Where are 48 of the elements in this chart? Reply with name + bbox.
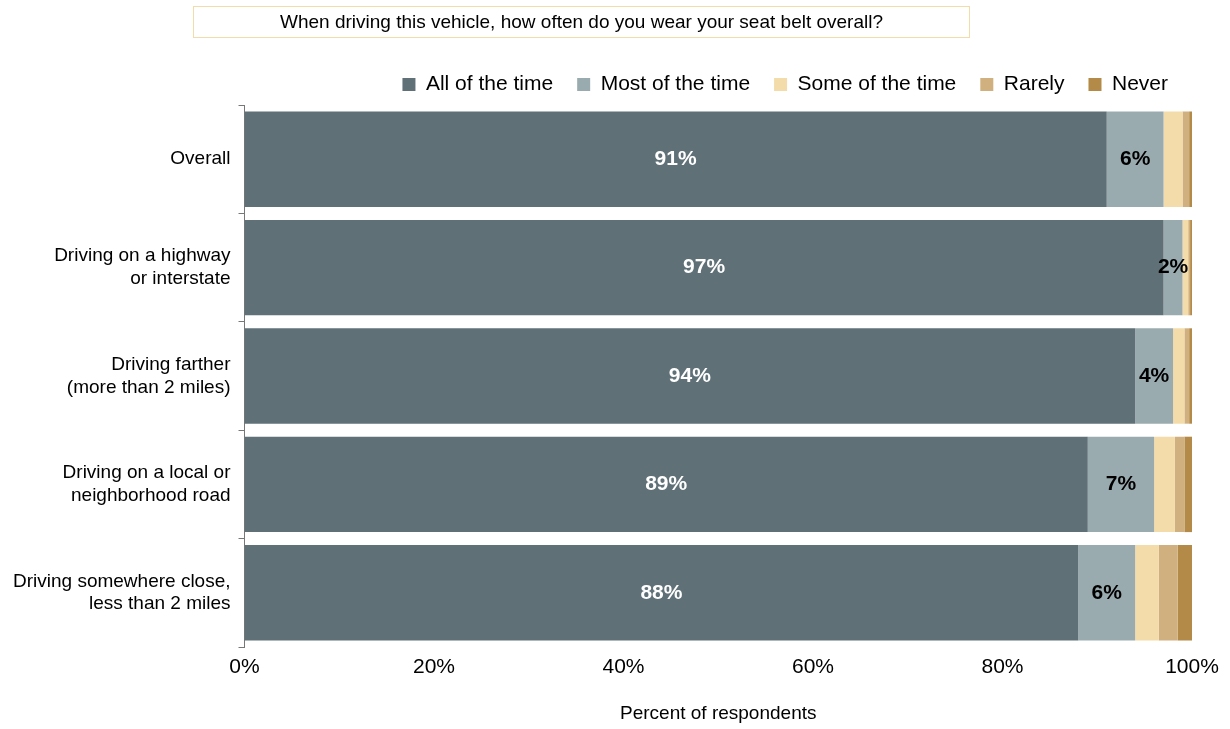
data-label: 7% (1105, 471, 1137, 495)
y-tick-label: Driving on a highway or interstate (54, 244, 232, 289)
bar (1174, 436, 1185, 533)
bar (244, 328, 1136, 424)
y-tick-label: Driving on a local or neighborhood road (62, 461, 232, 506)
bar (1163, 111, 1183, 207)
bar (1154, 436, 1175, 533)
x-tick-label: 60% (791, 654, 835, 678)
data-label: 88% (640, 579, 683, 603)
legend-label: Some of the time (797, 71, 957, 95)
legend-label: Rarely (1003, 71, 1065, 95)
data-label: 97% (683, 254, 726, 278)
bar (1158, 545, 1178, 641)
data-label: 89% (645, 471, 688, 495)
bar (1189, 111, 1192, 207)
y-tick-label: Overall (170, 147, 231, 169)
bar (244, 111, 1107, 207)
x-tick-label: 0% (229, 654, 260, 678)
bar (244, 436, 1088, 533)
bar (1184, 436, 1192, 533)
bar (1184, 328, 1190, 424)
bar (1135, 328, 1174, 424)
bar (1182, 111, 1190, 207)
bar (1173, 328, 1185, 424)
y-tick-label: Driving somewhere close, less than 2 miles (12, 569, 231, 614)
data-label: 94% (668, 362, 712, 386)
data-label: 2% (1157, 254, 1189, 278)
bar (1078, 545, 1136, 641)
legend-label: Most of the time (600, 71, 751, 95)
bar (1189, 328, 1192, 424)
data-label: 4% (1138, 362, 1170, 386)
data-label: 91% (654, 146, 697, 169)
x-tick-label: 40% (602, 654, 645, 678)
chart-title: When driving this vehicle, how often do you wear your seat belt overall? (193, 6, 970, 38)
data-label: 6% (1119, 146, 1151, 169)
x-tick-label: 20% (413, 654, 456, 678)
bar (1106, 111, 1164, 207)
x-axis-title: Percent of respondents (620, 701, 817, 723)
x-tick-label: 80% (981, 654, 1024, 678)
data-label: 6% (1091, 579, 1123, 603)
bar (1135, 545, 1159, 641)
legend-label: All of the time (425, 71, 554, 95)
bar (244, 545, 1079, 641)
y-tick-label: Driving farther (more than 2 miles) (66, 352, 232, 397)
x-tick-label: 100% (1165, 654, 1219, 678)
bar (1177, 545, 1192, 641)
bar (1087, 436, 1155, 533)
legend-label: Never (1111, 71, 1169, 95)
